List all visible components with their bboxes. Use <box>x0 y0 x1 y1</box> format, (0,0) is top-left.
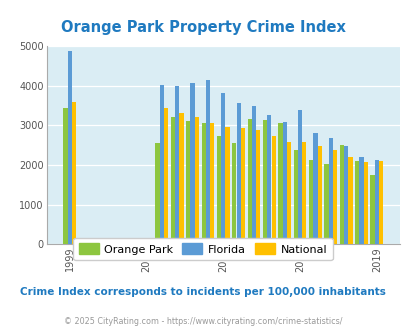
Bar <box>155 143 159 244</box>
Bar <box>186 121 190 244</box>
Bar <box>374 160 378 244</box>
Bar <box>313 133 317 244</box>
Bar <box>72 102 76 244</box>
Bar <box>302 142 306 244</box>
Bar <box>262 120 266 244</box>
Bar <box>247 119 251 244</box>
Bar <box>282 122 286 244</box>
Bar <box>171 117 175 244</box>
Bar <box>369 175 374 244</box>
Bar <box>278 123 282 244</box>
Bar <box>324 164 328 244</box>
Bar <box>236 103 240 244</box>
Bar <box>221 92 225 244</box>
Bar <box>363 162 367 244</box>
Bar <box>347 157 352 244</box>
Bar <box>358 157 363 244</box>
Bar <box>332 150 337 244</box>
Bar <box>201 123 205 244</box>
Bar <box>232 143 236 244</box>
Bar <box>266 115 271 244</box>
Text: © 2025 CityRating.com - https://www.cityrating.com/crime-statistics/: © 2025 CityRating.com - https://www.city… <box>64 317 341 326</box>
Legend: Orange Park, Florida, National: Orange Park, Florida, National <box>73 238 332 260</box>
Bar <box>343 146 347 244</box>
Bar <box>68 51 72 244</box>
Bar <box>164 108 168 244</box>
Bar <box>271 137 275 244</box>
Bar <box>210 123 214 244</box>
Bar <box>256 130 260 244</box>
Bar <box>354 161 358 244</box>
Bar <box>190 82 194 244</box>
Bar <box>194 117 198 244</box>
Bar <box>175 86 179 244</box>
Bar <box>63 108 67 244</box>
Bar <box>179 113 183 244</box>
Bar <box>216 136 221 244</box>
Bar <box>328 138 332 244</box>
Bar <box>251 106 256 244</box>
Text: Crime Index corresponds to incidents per 100,000 inhabitants: Crime Index corresponds to incidents per… <box>20 287 385 297</box>
Bar <box>205 80 209 244</box>
Bar <box>293 150 297 244</box>
Bar <box>339 145 343 244</box>
Bar <box>308 160 313 244</box>
Bar <box>225 127 229 244</box>
Text: Orange Park Property Crime Index: Orange Park Property Crime Index <box>60 20 345 35</box>
Bar <box>317 146 321 244</box>
Bar <box>240 128 245 244</box>
Bar <box>160 84 164 244</box>
Bar <box>378 161 382 244</box>
Bar <box>286 142 290 244</box>
Bar <box>297 110 301 244</box>
